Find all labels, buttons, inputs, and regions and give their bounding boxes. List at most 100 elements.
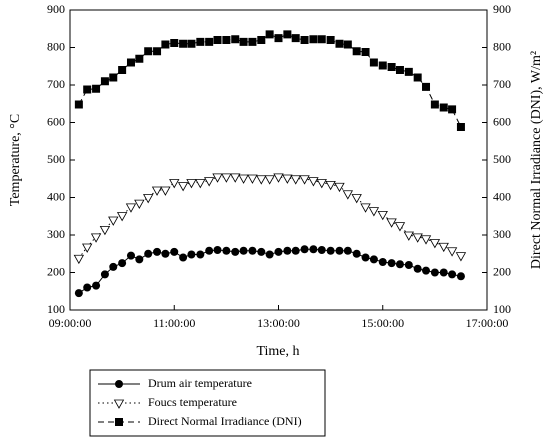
data-point (257, 247, 266, 256)
data-point (351, 194, 362, 204)
y2-tick-label: 800 (493, 39, 511, 53)
data-point (248, 37, 257, 46)
data-point (317, 246, 326, 254)
data-point (179, 253, 188, 262)
data-point (395, 260, 404, 269)
data-point (265, 250, 274, 259)
data-point (274, 34, 283, 43)
data-point (265, 30, 274, 39)
data-point (100, 77, 109, 86)
data-point (422, 266, 431, 275)
data-point (205, 37, 214, 46)
data-point (177, 182, 189, 192)
y2-tick-label: 400 (493, 189, 511, 203)
data-point (144, 249, 153, 258)
data-point (378, 61, 387, 70)
y2-tick-label: 700 (493, 77, 511, 91)
y2-axis-label: Direct Normal Irradiance (DNI), W/m² (529, 51, 544, 269)
data-point (352, 249, 361, 258)
data-point (170, 247, 179, 256)
y-tick-label: 800 (47, 39, 65, 53)
data-point (264, 175, 275, 185)
data-point (369, 255, 378, 264)
y-tick-label: 300 (47, 227, 65, 241)
data-point (448, 270, 457, 279)
series-line (78, 176, 462, 259)
data-point (238, 174, 249, 184)
data-point (82, 243, 93, 253)
data-point (92, 281, 101, 290)
data-point (100, 270, 109, 279)
data-point (213, 36, 222, 44)
y2-tick-label: 100 (493, 302, 511, 316)
data-point (74, 289, 83, 298)
data-point (239, 246, 248, 255)
data-point (256, 175, 267, 185)
data-point (92, 84, 101, 93)
data-point (135, 54, 144, 63)
data-point (448, 105, 457, 114)
data-point (90, 233, 102, 243)
y-tick-label: 500 (47, 152, 65, 166)
data-point (161, 40, 170, 49)
data-point (273, 173, 284, 183)
data-point (212, 173, 223, 183)
x-tick-label: 13:00:00 (257, 316, 300, 330)
legend-label: Foucs temperature (148, 395, 237, 409)
x-tick-label: 11:00:00 (153, 316, 195, 330)
data-point (334, 182, 345, 193)
data-point (195, 179, 206, 189)
data-point (352, 47, 361, 56)
y-tick-label: 700 (47, 77, 65, 91)
data-point (126, 58, 135, 67)
data-point (239, 37, 248, 46)
data-point (386, 218, 397, 228)
data-point (116, 212, 128, 222)
data-point (118, 66, 127, 74)
data-point (309, 245, 318, 254)
data-point (387, 259, 396, 268)
data-point (403, 231, 414, 241)
data-point (300, 245, 309, 254)
data-point (290, 175, 301, 185)
y-tick-label: 200 (47, 264, 65, 278)
data-point (342, 190, 354, 200)
data-point (73, 254, 85, 265)
y2-tick-label: 300 (493, 227, 511, 241)
data-point (308, 177, 319, 187)
data-point (118, 259, 127, 268)
data-point (83, 283, 92, 292)
data-point (125, 203, 137, 213)
data-point (291, 246, 300, 255)
data-point (343, 246, 352, 255)
data-point (299, 175, 310, 185)
x-tick-label: 17:00:00 (466, 316, 509, 330)
y2-tick-label: 600 (493, 114, 511, 128)
data-point (300, 36, 309, 44)
data-point (422, 82, 431, 91)
data-point (283, 30, 292, 39)
data-point (170, 39, 179, 47)
data-point (161, 249, 170, 258)
x-tick-label: 09:00:00 (49, 316, 92, 330)
data-point (231, 247, 240, 256)
x-axis-label: Time, h (256, 344, 299, 359)
x-tick-label: 15:00:00 (361, 316, 404, 330)
data-point (230, 173, 241, 183)
data-point (455, 252, 467, 262)
data-point (109, 262, 118, 271)
data-point (247, 174, 258, 184)
data-point (335, 246, 344, 255)
data-point (187, 250, 196, 259)
plot-frame (69, 9, 488, 311)
data-point (205, 246, 214, 255)
data-point (153, 247, 162, 256)
data-point (420, 235, 432, 245)
data-point (160, 186, 171, 196)
data-point (282, 174, 293, 184)
data-point (144, 47, 153, 56)
data-point (187, 39, 196, 48)
data-point (326, 246, 335, 255)
data-point (325, 180, 336, 191)
data-point (213, 246, 222, 254)
